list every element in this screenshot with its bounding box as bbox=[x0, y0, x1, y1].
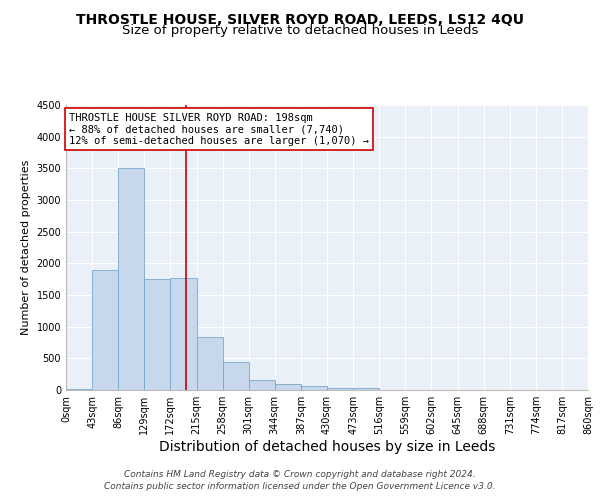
Bar bbox=[170, 278, 197, 390]
Bar bbox=[92, 270, 118, 390]
Text: THROSTLE HOUSE, SILVER ROYD ROAD, LEEDS, LS12 4QU: THROSTLE HOUSE, SILVER ROYD ROAD, LEEDS,… bbox=[76, 12, 524, 26]
Bar bbox=[145, 279, 170, 390]
Bar bbox=[66, 388, 92, 390]
Bar bbox=[223, 362, 249, 390]
Bar bbox=[249, 380, 275, 390]
Bar bbox=[275, 384, 301, 390]
Bar bbox=[197, 337, 223, 390]
Bar bbox=[301, 386, 327, 390]
Bar bbox=[353, 388, 379, 390]
Text: Size of property relative to detached houses in Leeds: Size of property relative to detached ho… bbox=[122, 24, 478, 37]
Text: THROSTLE HOUSE SILVER ROYD ROAD: 198sqm
← 88% of detached houses are smaller (7,: THROSTLE HOUSE SILVER ROYD ROAD: 198sqm … bbox=[69, 112, 369, 146]
Text: Contains public sector information licensed under the Open Government Licence v3: Contains public sector information licen… bbox=[104, 482, 496, 491]
Y-axis label: Number of detached properties: Number of detached properties bbox=[21, 160, 31, 335]
X-axis label: Distribution of detached houses by size in Leeds: Distribution of detached houses by size … bbox=[159, 440, 495, 454]
Text: Contains HM Land Registry data © Crown copyright and database right 2024.: Contains HM Land Registry data © Crown c… bbox=[124, 470, 476, 479]
Bar bbox=[118, 168, 145, 390]
Bar bbox=[327, 388, 353, 390]
